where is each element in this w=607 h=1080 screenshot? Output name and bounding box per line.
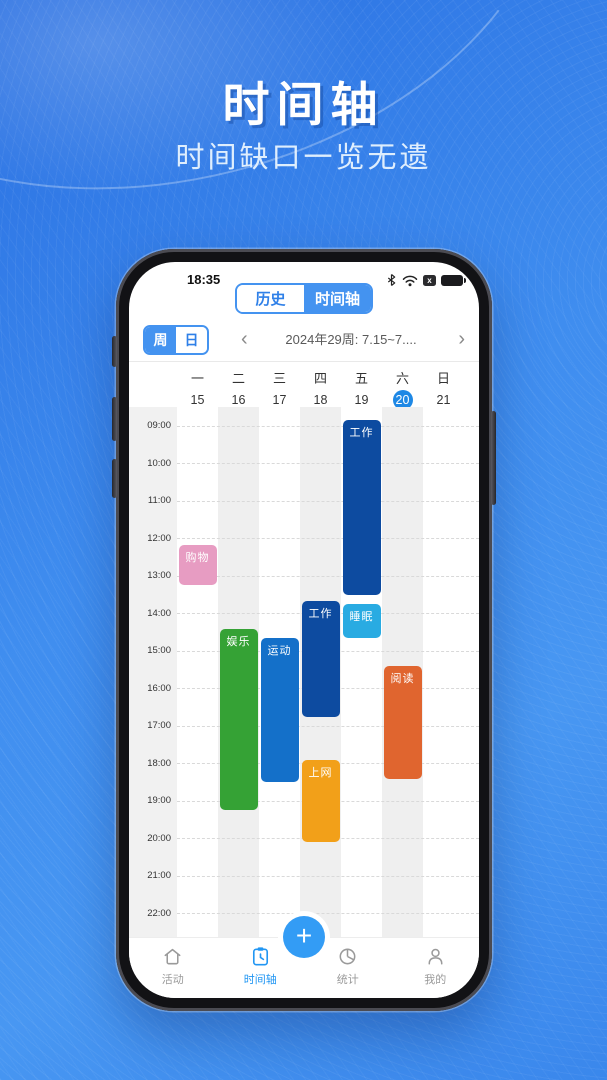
nav-label: 统计 <box>336 974 359 986</box>
hour-label: 19:00 <box>147 795 171 807</box>
event-block-上网[interactable]: 上网 <box>301 760 340 842</box>
hour-label: 18:00 <box>147 757 171 769</box>
hour-label: 22:00 <box>147 907 171 919</box>
day-header-6[interactable]: 日 21 <box>423 362 464 407</box>
event-block-睡眠[interactable]: 睡眠 <box>342 603 381 639</box>
hour-label: 09:00 <box>147 420 171 432</box>
hour-label: 13:00 <box>147 570 171 582</box>
day-of-week-label: 一 <box>190 371 204 386</box>
day-of-week-label: 五 <box>354 371 368 386</box>
nav-label: 活动 <box>161 974 184 986</box>
person-icon <box>428 948 443 965</box>
day-date: 21 <box>436 393 451 407</box>
nav-item-mine[interactable]: 我的 <box>405 938 465 987</box>
period-toggle: 周 日 <box>143 325 209 355</box>
event-block-娱乐[interactable]: 娱乐 <box>219 628 258 811</box>
header-divider <box>129 361 479 362</box>
no-network-icon: x <box>423 274 436 286</box>
day-of-week-label: 六 <box>395 371 409 386</box>
nav-label: 我的 <box>424 974 447 986</box>
status-icons: x <box>386 272 466 288</box>
hour-gridline <box>177 575 479 577</box>
nav-item-stats[interactable]: 统计 <box>318 938 378 987</box>
day-date: 18 <box>313 393 328 407</box>
chevron-left-icon[interactable]: ‹ <box>241 328 248 350</box>
phone-mute-button <box>112 336 117 367</box>
day-header-4[interactable]: 五 19 <box>341 362 382 407</box>
hour-gridline <box>177 425 479 427</box>
day-column-0 <box>177 407 218 937</box>
bluetooth-icon <box>387 274 396 286</box>
day-header-1[interactable]: 二 16 <box>218 362 259 407</box>
nav-item-activity[interactable]: 活动 <box>143 938 203 987</box>
day-of-week-label: 二 <box>231 371 245 386</box>
day-date: 19 <box>354 393 369 407</box>
phone-volume-up-button <box>112 397 117 441</box>
event-block-工作[interactable]: 工作 <box>301 600 340 717</box>
day-date: 16 <box>231 393 246 407</box>
phone-volume-down-button <box>112 459 117 498</box>
week-header: 一 15 二 16 三 17 四 18 五 19 六 20 日 21 <box>177 362 464 410</box>
app-screen: 18:35 x 历史 时间轴 <box>129 262 479 998</box>
battery-icon <box>441 274 466 286</box>
hour-gridline <box>177 875 479 877</box>
event-block-阅读[interactable]: 阅读 <box>383 666 422 779</box>
timeline-icon <box>252 947 268 966</box>
hour-gridline <box>177 913 479 915</box>
wifi-icon <box>402 275 418 286</box>
phone-power-button <box>491 411 496 505</box>
status-bar: 18:35 x <box>129 270 479 292</box>
add-event-button[interactable]: + <box>283 916 325 958</box>
hour-label: 17:00 <box>147 720 171 732</box>
hour-label: 20:00 <box>147 832 171 844</box>
view-tabs: 历史 时间轴 <box>235 283 373 314</box>
toggle-day[interactable]: 日 <box>176 327 207 353</box>
hour-label: 14:00 <box>147 607 171 619</box>
home-icon <box>164 948 181 965</box>
day-column-6 <box>423 407 464 937</box>
day-header-2[interactable]: 三 17 <box>259 362 300 407</box>
hour-gridline <box>177 725 479 727</box>
day-of-week-label: 三 <box>272 371 286 386</box>
timeline-grid: 09:00 10:00 11:00 12:00 13:00 14:00 15:00 16:00… <box>129 407 479 937</box>
day-date: 17 <box>272 393 287 407</box>
day-header-0[interactable]: 一 15 <box>177 362 218 407</box>
day-header-5[interactable]: 六 20 <box>382 362 423 410</box>
event-block-购物[interactable]: 购物 <box>178 544 217 586</box>
pie-chart-icon <box>339 948 356 965</box>
hour-label: 21:00 <box>147 870 171 882</box>
date-range-label: 2024年29周: 7.15~7.... <box>285 332 417 347</box>
nav-label: 时间轴 <box>243 974 277 986</box>
tab-history[interactable]: 历史 <box>237 285 304 312</box>
phone-mockup: 18:35 x 历史 时间轴 <box>112 249 496 1011</box>
toggle-week[interactable]: 周 <box>145 327 176 353</box>
hour-gridline <box>177 538 479 540</box>
day-date-selected: 20 <box>392 390 413 410</box>
hour-label: 11:00 <box>147 495 171 507</box>
day-of-week-label: 日 <box>436 371 450 386</box>
controls-row: 周 日 ‹ 2024年29周: 7.15~7.... › <box>129 325 479 355</box>
time-gutter <box>129 407 177 937</box>
nav-item-timeline[interactable]: 时间轴 <box>230 938 290 987</box>
tab-timeline[interactable]: 时间轴 <box>304 285 371 312</box>
day-of-week-label: 四 <box>313 371 327 386</box>
day-date: 15 <box>190 393 205 407</box>
hour-label: 10:00 <box>147 457 171 469</box>
event-block-工作[interactable]: 工作 <box>342 419 381 595</box>
hour-label: 15:00 <box>147 645 171 657</box>
hour-gridline <box>177 463 479 465</box>
day-header-3[interactable]: 四 18 <box>300 362 341 407</box>
hour-label: 16:00 <box>147 682 171 694</box>
chevron-right-icon[interactable]: › <box>458 328 465 350</box>
plus-icon: + <box>295 919 313 951</box>
page-subtitle: 时间缺口一览无遗 <box>175 142 432 174</box>
hour-label: 12:00 <box>147 532 171 544</box>
hour-gridline <box>177 500 479 502</box>
status-time: 18:35 <box>187 272 221 287</box>
event-block-运动[interactable]: 运动 <box>260 638 299 783</box>
page-title: 时间轴 <box>222 78 385 131</box>
